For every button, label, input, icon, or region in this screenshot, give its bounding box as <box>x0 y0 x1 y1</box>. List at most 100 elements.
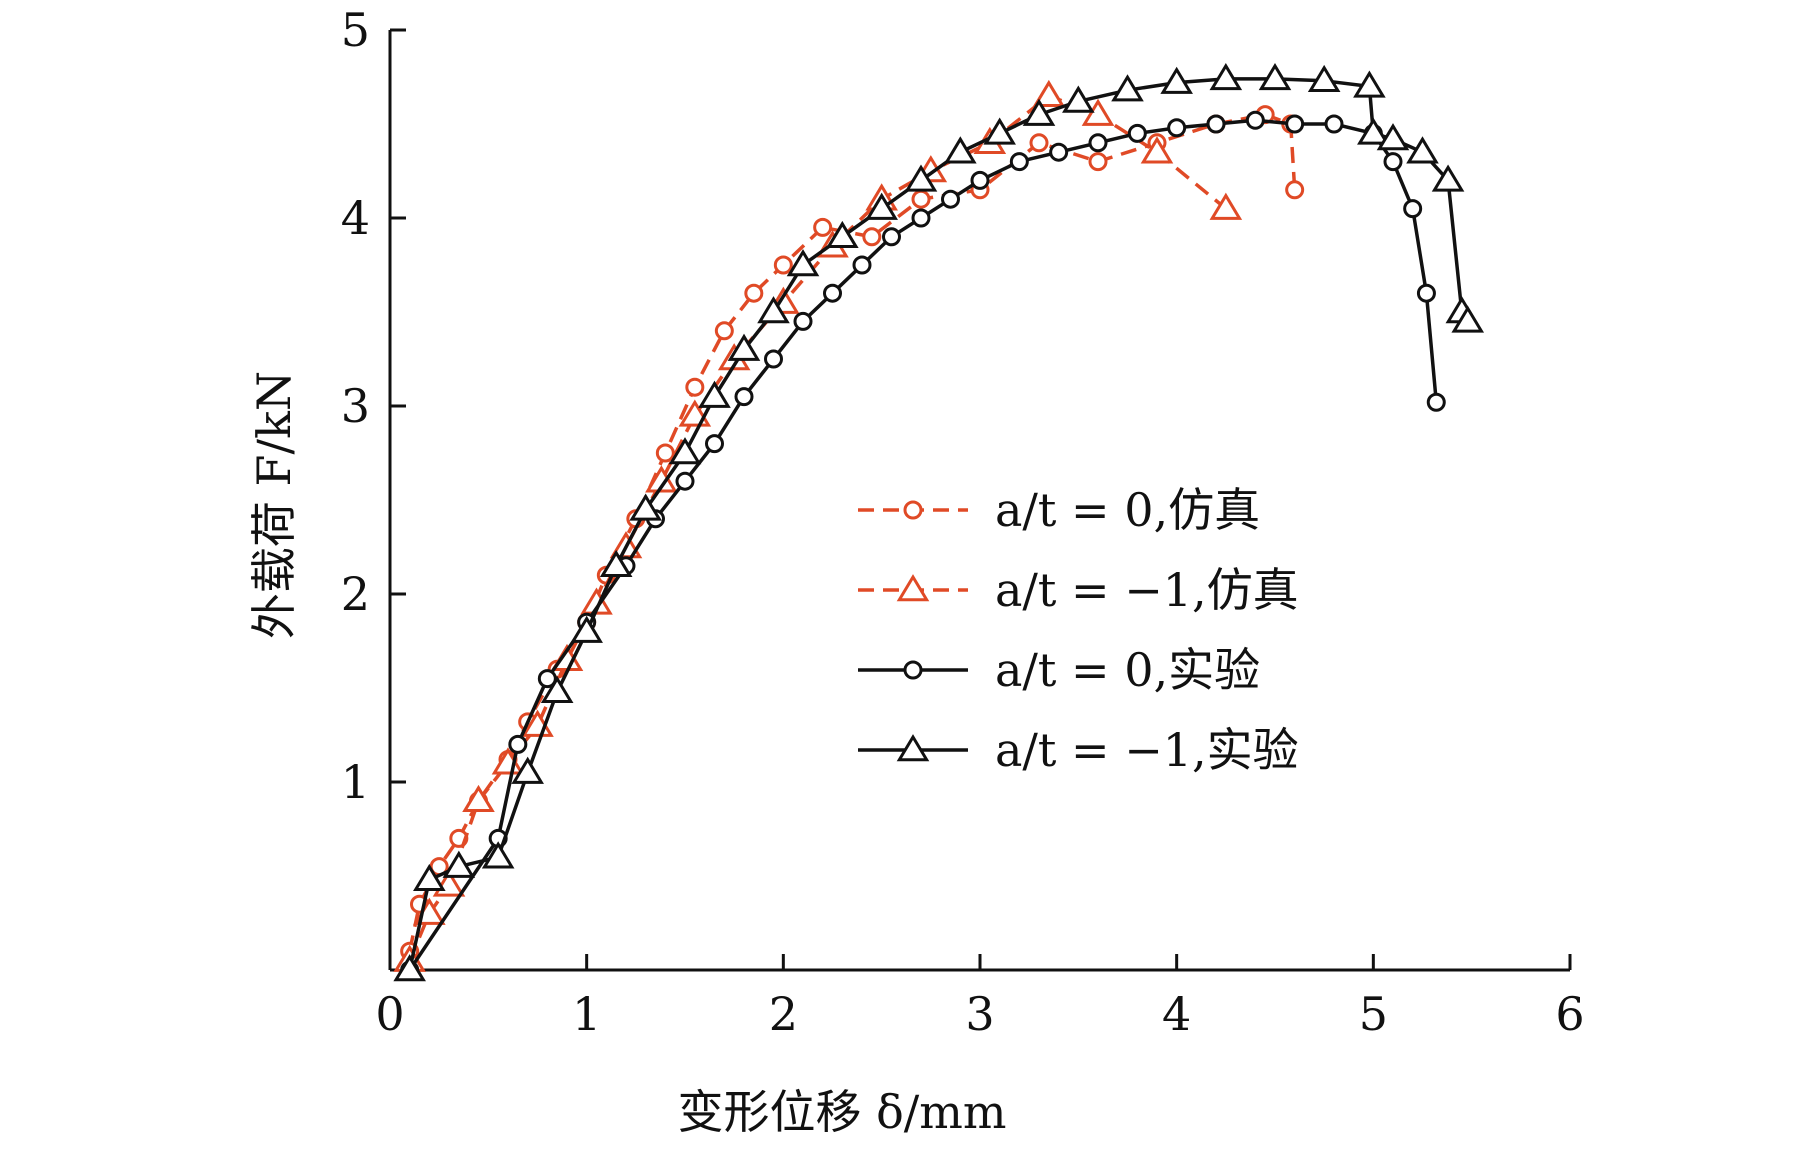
data-point <box>852 255 872 275</box>
series-3 <box>393 62 1485 982</box>
data-point <box>1426 392 1446 412</box>
x-tick-label: 2 <box>769 987 798 1041</box>
x-tick-label: 1 <box>572 987 601 1041</box>
data-point <box>734 387 754 407</box>
data-point <box>1062 85 1095 113</box>
data-point <box>1285 114 1305 134</box>
data-point <box>764 349 783 369</box>
data-point <box>826 220 859 249</box>
y-tick-label: 5 <box>341 3 370 57</box>
data-point <box>865 192 898 220</box>
data-point <box>1029 133 1049 153</box>
data-point <box>1324 114 1344 134</box>
data-point <box>1353 70 1386 98</box>
x-tick-label: 0 <box>375 987 404 1041</box>
data-point <box>655 443 675 463</box>
data-point <box>1088 133 1108 153</box>
data-point <box>904 164 938 192</box>
data-point <box>1127 123 1147 143</box>
data-point <box>1451 305 1485 333</box>
data-point <box>413 863 446 892</box>
legend-label: a/t = 0,仿真 <box>995 483 1260 537</box>
axes: 0 1 2 3 4 5 6 1 2 3 4 5 <box>341 3 1585 1041</box>
data-point <box>1258 62 1292 91</box>
y-tick-label: 2 <box>341 567 370 621</box>
data-point <box>1088 152 1108 172</box>
legend-entry: a/t = 0,仿真 <box>858 483 1260 537</box>
x-axis-label: 变形位移 δ/mm <box>677 1085 1006 1139</box>
legend-label: a/t = 0,实验 <box>995 643 1260 697</box>
data-point <box>1416 283 1436 303</box>
data-point <box>511 756 544 784</box>
data-point <box>1245 110 1265 130</box>
data-point <box>862 227 882 247</box>
data-point <box>1406 136 1439 164</box>
data-point <box>540 675 574 704</box>
data-point <box>1307 64 1341 93</box>
series-line <box>407 77 1470 971</box>
data-point <box>675 471 695 491</box>
legend-swatch-marker <box>903 660 923 680</box>
data-point <box>442 850 476 878</box>
data-point <box>1209 62 1243 91</box>
data-point <box>941 189 960 209</box>
legend-label: a/t = −1,实验 <box>995 723 1299 777</box>
x-tick-label: 3 <box>965 987 994 1041</box>
y-axis-label: 外载荷 F/kN <box>247 371 301 639</box>
series-layer <box>393 62 1485 982</box>
x-tick-label: 4 <box>1162 987 1191 1041</box>
data-point <box>537 669 557 689</box>
data-point <box>1160 66 1193 94</box>
x-tick-label: 5 <box>1359 987 1388 1041</box>
data-point <box>1376 123 1410 151</box>
data-point <box>714 321 734 341</box>
data-point <box>1383 152 1403 172</box>
legend-swatch-marker <box>903 500 923 520</box>
data-point <box>911 189 931 209</box>
x-tick-label: 6 <box>1555 987 1584 1041</box>
data-point <box>793 311 813 331</box>
data-point <box>757 296 790 324</box>
data-point <box>668 437 702 465</box>
legend-entry: a/t = −1,仿真 <box>858 563 1299 617</box>
legend-entry: a/t = −1,实验 <box>858 723 1299 777</box>
data-point <box>1022 98 1056 126</box>
legend-entry: a/t = 0,实验 <box>858 643 1260 697</box>
legend-swatch-marker <box>896 734 930 762</box>
data-point <box>823 283 842 303</box>
data-point <box>1049 142 1069 162</box>
data-point <box>629 493 662 521</box>
y-tick-label: 3 <box>341 379 370 433</box>
data-point <box>944 136 977 164</box>
data-point <box>570 615 603 643</box>
data-point <box>393 954 426 982</box>
data-point <box>773 255 793 275</box>
data-point <box>983 117 1016 145</box>
data-point <box>1032 79 1066 108</box>
data-point <box>1111 74 1144 102</box>
legend: a/t = 0,仿真 a/t = −1,仿真 a/t = 0,实验 a/t = −1,… <box>858 483 1299 777</box>
data-point <box>727 333 761 361</box>
data-point <box>813 217 833 237</box>
data-point <box>481 841 515 869</box>
data-point <box>462 784 495 813</box>
data-point <box>599 549 633 578</box>
data-point <box>508 734 528 754</box>
data-point <box>698 380 731 408</box>
data-point <box>1209 192 1243 220</box>
y-tick-label: 4 <box>341 191 370 245</box>
data-point <box>786 249 820 277</box>
data-point <box>1431 164 1465 192</box>
data-point <box>970 170 990 190</box>
data-point <box>1167 118 1187 138</box>
series-2 <box>400 110 1446 980</box>
data-point <box>1285 180 1305 200</box>
series-line <box>408 118 1439 971</box>
series-line <box>407 112 1297 952</box>
data-point <box>882 227 901 247</box>
data-point <box>911 208 931 228</box>
data-point <box>705 434 724 454</box>
data-point <box>1140 136 1174 164</box>
